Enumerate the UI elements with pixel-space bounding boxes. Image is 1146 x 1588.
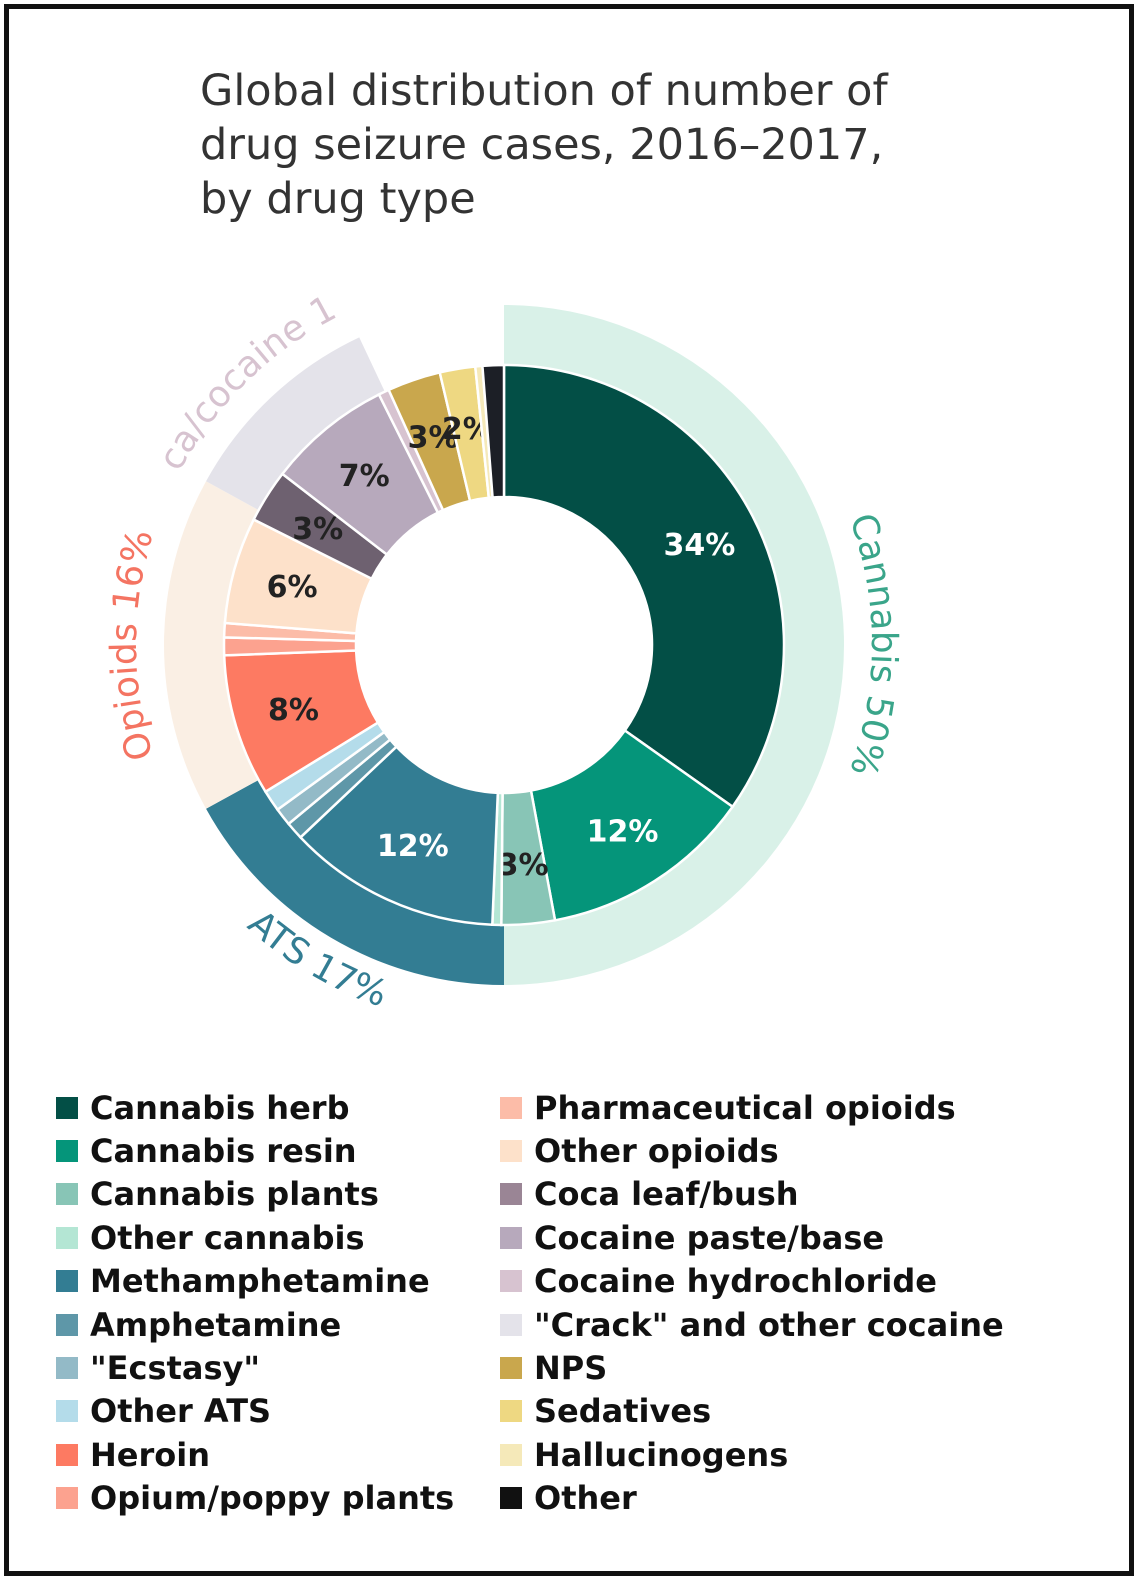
slice-other [481,363,506,499]
legend: Cannabis herb Cannabis resin Cannabis plan… [56,1086,1116,1556]
legend-item-heroin: Heroin [56,1433,454,1476]
legend-swatch [56,1443,78,1466]
legend-swatch [56,1140,78,1163]
legend-column-left: Cannabis herb Cannabis resin Cannabis plan… [56,1086,454,1520]
group-label-cannabis: Cannabis 50% [841,509,904,782]
group-label-opioids: Opioids 16% [104,525,162,765]
legend-swatch [56,1487,78,1510]
legend-label: Cannabis plants [90,1175,379,1214]
slice-cannabis-herb [502,363,786,809]
legend-item-coca-leaf-bush: Coca leaf/bush [500,1173,1004,1216]
data-label-heroin: 8% [268,693,319,728]
legend-swatch [500,1140,522,1163]
legend-label: Other cannabis [90,1218,365,1257]
legend-swatch [500,1096,522,1119]
legend-label: Cannabis herb [90,1088,350,1127]
legend-label: Sedatives [534,1392,712,1431]
chart-title-line-1: Global distribution of number of [200,66,888,116]
legend-label: Opium/poppy plants [90,1479,455,1518]
data-label-coca-leaf-bush: 3% [292,512,343,547]
legend-item-sedatives: Sedatives [500,1390,1004,1433]
legend-column-right: Pharmaceutical opioids Other opioids Coca … [500,1086,1004,1520]
legend-swatch [56,1357,78,1380]
legend-swatch [500,1226,522,1249]
chart-title-line-2: drug seizure cases, 2016–2017, [200,120,884,170]
legend-item-opium-poppy-plants: Opium/poppy plants [56,1477,454,1520]
legend-label: Cannabis resin [90,1132,357,1171]
group-arc-cannabis [504,305,844,985]
data-label-nps: 3% [408,421,459,456]
legend-swatch [56,1226,78,1249]
legend-swatch [56,1400,78,1423]
legend-label: "Ecstasy" [90,1349,261,1388]
legend-label: Coca leaf/bush [534,1175,799,1214]
legend-item-other-cannabis: Other cannabis [56,1216,454,1259]
legend-item-other-opioids: Other opioids [500,1129,1004,1172]
legend-item-cannabis-herb: Cannabis herb [56,1086,454,1129]
donut-chart: 34%12%3%12%8%6%3%7%3%2%Cannabis 50%ATS 1… [0,0,904,1016]
legend-item-hallucinogens: Hallucinogens [500,1433,1004,1476]
legend-swatch [500,1487,522,1510]
legend-item-pharmaceutical-opioids: Pharmaceutical opioids [500,1086,1004,1129]
data-label-cocaine-paste-base: 7% [339,459,390,494]
legend-label: Hallucinogens [534,1435,789,1474]
legend-item-other: Other [500,1477,1004,1520]
legend-item-methamphetamine: Methamphetamine [56,1260,454,1303]
data-label-cannabis-herb: 34% [663,528,735,563]
legend-swatch [56,1313,78,1336]
legend-item-other-ats: Other ATS [56,1390,454,1433]
legend-swatch [500,1313,522,1336]
legend-label: Other ATS [90,1392,272,1431]
legend-label: Amphetamine [90,1305,342,1344]
legend-swatch [500,1400,522,1423]
legend-swatch [500,1357,522,1380]
legend-item-ecstasy: "Ecstasy" [56,1346,454,1389]
legend-swatch [500,1183,522,1206]
legend-label: NPS [534,1349,608,1388]
legend-label: Pharmaceutical opioids [534,1088,956,1127]
chart-title: Global distribution of number of drug se… [200,64,920,226]
legend-label: Cocaine hydrochloride [534,1262,937,1301]
legend-item-nps: NPS [500,1346,1004,1389]
legend-swatch [500,1270,522,1293]
legend-label: Cocaine paste/base [534,1218,885,1257]
chart-title-line-3: by drug type [200,174,476,224]
legend-label: Methamphetamine [90,1262,430,1301]
data-label-cannabis-plants: 3% [498,848,549,883]
data-label-other-opioids: 6% [267,570,318,605]
legend-label: "Crack" and other cocaine [534,1305,1004,1344]
legend-item-amphetamine: Amphetamine [56,1303,454,1346]
legend-swatch [500,1443,522,1466]
legend-item-cannabis-plants: Cannabis plants [56,1173,454,1216]
legend-label: Other [534,1479,637,1518]
legend-item-cocaine-hydrochloride: Cocaine hydrochloride [500,1260,1004,1303]
legend-item-crack-and-other-cocaine: "Crack" and other cocaine [500,1303,1004,1346]
legend-swatch [56,1183,78,1206]
data-label-cannabis-resin: 12% [587,814,659,849]
group-arc-coca-cocaine [206,337,387,513]
legend-label: Heroin [90,1435,210,1474]
legend-swatch [56,1270,78,1293]
legend-swatch [56,1096,78,1119]
legend-label: Other opioids [534,1132,779,1171]
legend-item-cannabis-resin: Cannabis resin [56,1129,454,1172]
data-label-methamphetamine: 12% [377,829,449,864]
legend-item-cocaine-paste-base: Cocaine paste/base [500,1216,1004,1259]
